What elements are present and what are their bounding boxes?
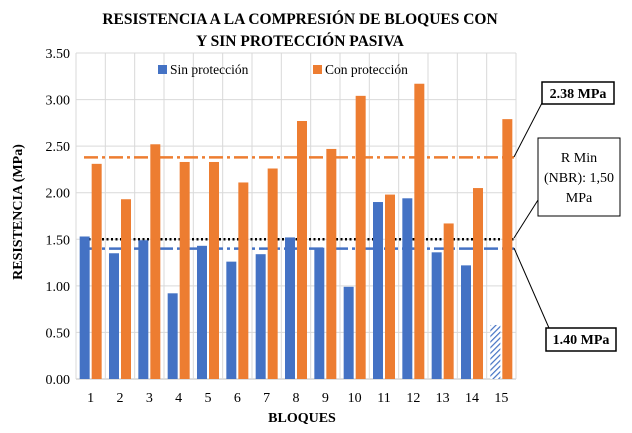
callout-nbr-minimum: R Min (NBR): 1,50 MPa — [513, 137, 621, 239]
bar-con-proteccion-2 — [121, 199, 131, 379]
bar-con-proteccion-11 — [385, 194, 395, 379]
x-tick-label: 8 — [293, 391, 300, 406]
bar-con-proteccion-13 — [443, 223, 454, 379]
bar-sin-proteccion-15 — [490, 324, 501, 379]
x-tick-label: 13 — [436, 391, 450, 406]
callout-leader-nbr — [513, 199, 539, 239]
y-tick-label: 1.50 — [46, 233, 71, 248]
callout-label-nbr-line-3: MPa — [566, 191, 593, 206]
bar-sin-proteccion-3 — [138, 240, 149, 379]
callout-label-nbr-line-2: (NBR): 1,50 — [544, 171, 614, 186]
y-axis-title: RESISTENCIA (MPa) — [11, 144, 26, 280]
callout-label-2-38: 2.38 MPa — [550, 87, 607, 102]
x-tick-label: 9 — [322, 391, 329, 406]
bar-con-proteccion-12 — [414, 83, 425, 379]
bar-con-proteccion-9 — [326, 148, 337, 379]
bars — [79, 83, 513, 380]
callout-leader-2-38 — [513, 102, 543, 158]
bar-sin-proteccion-5 — [197, 245, 207, 379]
bar-sin-proteccion-9 — [314, 247, 325, 379]
y-tick-label: 1.00 — [46, 280, 71, 295]
x-tick-label: 3 — [146, 391, 153, 406]
bar-sin-proteccion-2 — [109, 253, 119, 379]
x-tick-label: 6 — [234, 391, 241, 406]
callout-label-nbr-line-1: R Min — [561, 151, 597, 166]
bar-sin-proteccion-11 — [373, 202, 383, 379]
bar-sin-proteccion-7 — [255, 254, 266, 379]
legend-swatch-con-proteccion — [313, 65, 322, 74]
bar-con-proteccion-14 — [473, 188, 483, 379]
legend: Sin protección Con protección — [158, 62, 408, 77]
chart-title-line-1: RESISTENCIA A LA COMPRESIÓN DE BLOQUES C… — [102, 11, 497, 28]
y-tick-label: 0.00 — [46, 373, 71, 388]
x-tick-label: 5 — [205, 391, 212, 406]
bar-sin-proteccion-10 — [343, 286, 354, 379]
y-tick-label: 3.50 — [46, 47, 71, 62]
callout-blue-line: 1.40 MPa — [513, 247, 617, 352]
x-tick-label: 12 — [406, 391, 420, 406]
bar-sin-proteccion-1 — [79, 236, 90, 379]
x-axis-title: BLOQUES — [268, 411, 336, 426]
bar-sin-proteccion-13 — [431, 252, 442, 379]
callout-orange-line: 2.38 MPa — [513, 81, 615, 158]
chart-title-line-2: Y SIN PROTECCIÓN PASIVA — [196, 33, 405, 50]
bar-con-proteccion-3 — [150, 144, 161, 379]
y-tick-label: 3.00 — [46, 94, 71, 109]
legend-label-sin-proteccion: Sin protección — [170, 62, 249, 77]
bar-con-proteccion-8 — [297, 120, 307, 379]
bar-sin-proteccion-8 — [285, 237, 295, 379]
reference-lines — [84, 156, 514, 250]
bar-con-proteccion-4 — [179, 161, 190, 379]
x-tick-label: 14 — [465, 391, 479, 406]
bar-con-proteccion-7 — [267, 168, 278, 379]
legend-label-con-proteccion: Con protección — [325, 62, 408, 77]
y-axis-ticks: 0.00 0.50 1.00 1.50 2.00 2.50 3.00 3.50 — [46, 47, 71, 388]
x-tick-label: 10 — [348, 391, 362, 406]
bar-sin-proteccion-6 — [226, 261, 237, 379]
bar-con-proteccion-6 — [238, 182, 249, 379]
bar-sin-proteccion-12 — [402, 198, 413, 379]
bar-con-proteccion-5 — [209, 161, 219, 379]
callout-label-1-40: 1.40 MPa — [553, 333, 610, 348]
x-axis-ticks: 1 2 3 4 5 6 7 8 9 10 11 12 13 14 15 — [87, 391, 508, 406]
y-tick-label: 2.50 — [46, 140, 71, 155]
x-tick-label: 1 — [87, 391, 94, 406]
callout-box-nbr — [537, 137, 621, 217]
bar-con-proteccion-1 — [91, 163, 102, 379]
x-tick-label: 2 — [117, 391, 124, 406]
x-tick-label: 4 — [175, 391, 182, 406]
bar-con-proteccion-10 — [355, 95, 366, 380]
legend-swatch-sin-proteccion — [158, 65, 167, 74]
y-tick-label: 0.50 — [46, 326, 71, 341]
callout-box-1-40 — [545, 327, 617, 352]
callout-box-2-38 — [541, 81, 615, 105]
bar-con-proteccion-15 — [502, 119, 513, 379]
x-tick-label: 15 — [494, 391, 508, 406]
callout-leader-1-40 — [513, 247, 550, 329]
y-tick-label: 2.00 — [46, 187, 71, 202]
bar-sin-proteccion-4 — [167, 293, 178, 379]
x-tick-label: 11 — [377, 391, 390, 406]
gridlines — [75, 52, 517, 380]
bar-sin-proteccion-14 — [461, 265, 471, 379]
x-tick-label: 7 — [263, 391, 270, 406]
